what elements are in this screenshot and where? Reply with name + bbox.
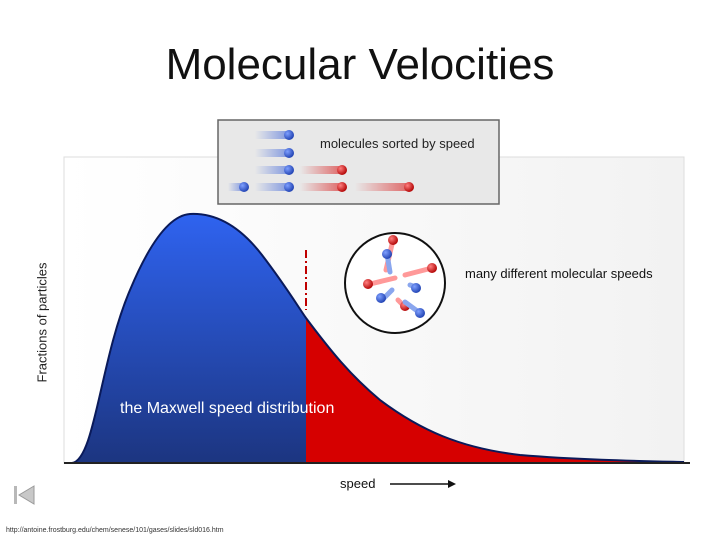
- maxwell-curve: [71, 212, 685, 464]
- distribution-label: the Maxwell speed distribution: [120, 400, 335, 417]
- blue-molecule: [376, 293, 386, 303]
- blue-molecule: [284, 130, 294, 140]
- blue-molecule: [284, 165, 294, 175]
- blue-molecule: [415, 308, 425, 318]
- slow-region: [72, 213, 306, 463]
- blue-molecule: [284, 182, 294, 192]
- blue-molecule: [411, 283, 421, 293]
- blue-molecule: [239, 182, 249, 192]
- fast-region: [306, 318, 684, 463]
- red-molecule: [337, 182, 347, 192]
- red-molecule: [404, 182, 414, 192]
- blue-molecule: [284, 148, 294, 158]
- sorted-box-label: molecules sorted by speed: [320, 136, 475, 151]
- slide-title: Molecular Velocities: [165, 40, 555, 89]
- arrow-right-icon: [390, 480, 456, 488]
- moving-molecules: [363, 235, 437, 318]
- x-axis-label: speed: [340, 476, 376, 491]
- container-label: many different molecular speeds: [465, 266, 653, 281]
- skip-back-icon[interactable]: [12, 484, 38, 506]
- y-axis-label: Fractions of particles: [34, 262, 50, 383]
- molecule-container: [344, 232, 446, 334]
- red-molecule: [427, 263, 437, 273]
- sorted-molecules: [228, 130, 414, 192]
- red-molecule: [337, 165, 347, 175]
- blue-molecule: [382, 249, 392, 259]
- red-molecule: [363, 279, 373, 289]
- red-molecule: [388, 235, 398, 245]
- source-url: http://antoine.frostburg.edu/chem/senese…: [6, 527, 224, 534]
